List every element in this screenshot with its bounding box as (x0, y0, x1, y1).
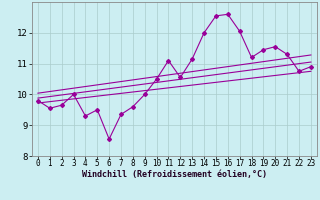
X-axis label: Windchill (Refroidissement éolien,°C): Windchill (Refroidissement éolien,°C) (82, 170, 267, 179)
